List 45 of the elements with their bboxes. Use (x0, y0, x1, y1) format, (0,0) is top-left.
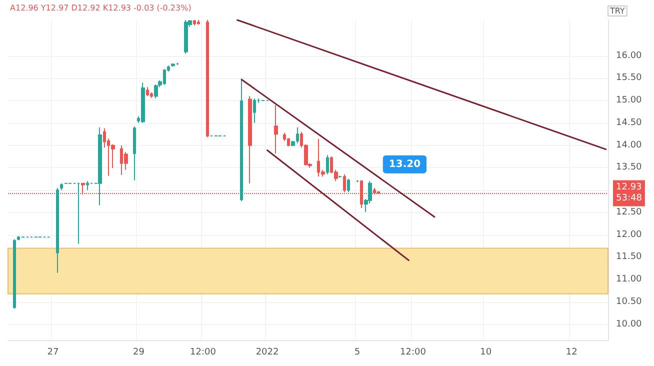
candlestick (13, 238, 16, 310)
candlestick (197, 20, 200, 25)
candlestick (146, 86, 149, 97)
x-tick-label: 12:00 (190, 348, 216, 358)
x-tick-label: 5 (354, 348, 360, 358)
y-axis-title: TRY (609, 6, 625, 16)
y-tick-label: 14.50 (616, 118, 642, 128)
candlestick (171, 62, 175, 68)
candlestick (240, 78, 243, 202)
x-tick-label: 12:00 (400, 348, 426, 358)
y-tick-label: 15.50 (616, 73, 642, 84)
candlestick (98, 126, 102, 206)
candlestick (141, 82, 145, 124)
candlestick (56, 187, 59, 274)
y-tick-label: 11.00 (616, 274, 642, 285)
candlestick (133, 126, 136, 181)
candlestick (184, 20, 188, 54)
candlestick (193, 20, 196, 26)
candlestick (154, 84, 158, 99)
candlestick (86, 180, 89, 191)
x-tick-label: 12 (566, 348, 578, 358)
candlestick (274, 104, 278, 154)
y-tick-label: 12.00 (616, 230, 642, 240)
candlestick (326, 154, 329, 175)
candlestick (253, 98, 256, 124)
text: A12.96 Y12.97 D12.92 K12.93 -0.03 (-0.23%) (10, 4, 192, 12)
x-tick-label: 29 (132, 348, 145, 358)
annotation: 13.20 (388, 158, 421, 170)
x-tick-label: 2022 (256, 348, 279, 358)
candlestick (347, 178, 350, 193)
candlestick (77, 182, 80, 244)
y-tick-label: 11.50 (616, 252, 642, 262)
y-tick-label: 10.00 (616, 319, 642, 330)
candlestick (60, 182, 63, 191)
candlestick (248, 96, 252, 184)
y-tick-label: 15.00 (616, 96, 642, 106)
y-tick-label: 13.50 (616, 162, 642, 173)
x-tick-label: 10 (480, 348, 492, 358)
ref-line-label: 12.93 53:48 (616, 182, 642, 204)
y-tick-label: 12.50 (616, 207, 642, 218)
candlestick (206, 20, 209, 138)
x-tick-label: 27 (47, 348, 59, 358)
y-tick-label: 16.00 (616, 50, 642, 61)
y-tick-label: 10.50 (616, 296, 642, 307)
y-tick-label: 14.00 (616, 140, 642, 150)
